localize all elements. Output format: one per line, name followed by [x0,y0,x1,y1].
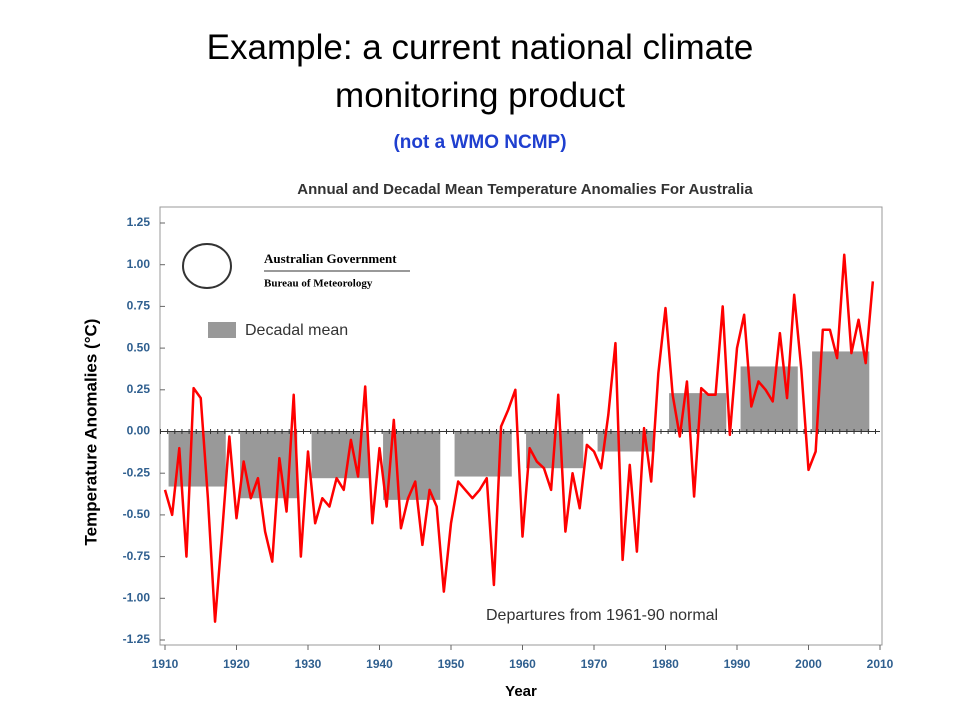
logo-text: Bureau of Meteorology [264,278,373,290]
y-tick-label: 1.25 [127,215,151,229]
decadal-bar [597,431,655,452]
crest [182,243,232,289]
x-tick-label: 1970 [581,657,608,671]
y-tick-label: -0.25 [123,465,151,479]
decadal-bar [454,431,512,477]
y-tick-label: 1.00 [127,257,151,271]
x-tick-label: 1910 [152,657,179,671]
legend-label: Decadal mean [245,322,348,339]
x-tick-label: 1960 [509,657,536,671]
x-tick-label: 1930 [295,657,322,671]
slide-subtitle: (not a WMO NCMP) [393,132,566,153]
y-tick-label: -1.00 [123,590,151,604]
y-axis-label: Temperature Anomalies (°C) [81,319,100,546]
x-tick-label: 1940 [366,657,393,671]
chart-title: Annual and Decadal Mean Temperature Anom… [297,181,753,198]
logo: Australian Government Bureau of Meteorol… [182,243,410,290]
y-tick-label: -0.75 [123,549,151,563]
x-tick-label: 1950 [438,657,465,671]
annotation: Departures from 1961-90 normal [486,607,718,624]
x-tick-label: 1990 [724,657,751,671]
y-tick-label: 0.00 [127,424,151,438]
legend-swatch [208,322,236,338]
x-tick-label: 2010 [867,657,894,671]
logo-text: Australian Government [264,251,397,266]
x-axis-label: Year [505,683,537,700]
y-tick-label: 0.25 [127,382,151,396]
y-tick-label: -1.25 [123,632,151,646]
y-tick-label: -0.50 [123,507,151,521]
anomaly-line [163,253,875,623]
x-tick-label: 1980 [652,657,679,671]
y-tick-label: 0.50 [127,340,151,354]
y-tick-label: 0.75 [127,299,151,313]
x-tick-label: 1920 [223,657,250,671]
slide-title-1: Example: a current national climate monit… [207,28,754,115]
x-tick-label: 2000 [795,657,822,671]
